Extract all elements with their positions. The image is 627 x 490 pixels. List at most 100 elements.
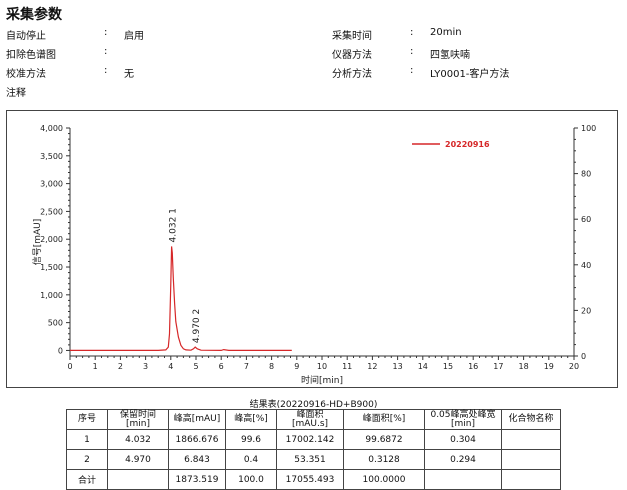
param-colon: : [104,27,108,38]
peak-label: 4.032 1 [169,208,179,242]
series-line [70,246,292,352]
y-tick-label: 500 [48,319,63,328]
x-tick-label: 17 [493,362,503,371]
param-value-method: LY0001-客户方法 [430,69,510,80]
y-axis-label: 信号[mAU] [31,219,43,266]
y2-tick-label: 40 [581,261,591,270]
x-tick-label: 2 [118,362,123,371]
x-tick-label: 12 [367,362,377,371]
table-cell: 0.4 [225,449,277,470]
y-tick-label: 3,000 [40,180,63,189]
table-row-total: 合计 1873.519 100.0 17055.493 100.0000 [66,469,561,490]
y-tick-label: 0 [58,346,63,355]
table-cell [107,469,169,490]
col-header-peak-height-pct: 峰高[%] [225,409,277,430]
param-colon: : [104,65,108,76]
table-cell: 0.304 [424,429,502,450]
y-tick-label: 3,500 [40,152,63,161]
results-header-row: 序号 保留时间[min] 峰高[mAU] 峰高[%] 峰面积[mAU.s] 峰面… [66,409,561,430]
table-row: 2 4.970 6.843 0.4 53.351 0.3128 0.294 [66,449,561,470]
table-cell: 100.0 [225,469,277,490]
table-cell: 1873.519 [168,469,226,490]
param-label-subtract: 扣除色谱图 [6,50,56,61]
col-header-peak-width: 0.05峰高处峰宽[min] [424,409,502,430]
x-tick-label: 20 [569,362,579,371]
param-value-auto-stop: 启用 [124,31,144,42]
param-label-method: 分析方法 [332,69,372,80]
x-tick-label: 5 [193,362,198,371]
table-cell: 合计 [66,469,108,490]
y-tick-label: 2,000 [40,235,63,244]
table-cell: 1 [66,429,108,450]
table-cell: 17055.493 [276,469,344,490]
col-header-peak-area-pct: 峰面积[%] [343,409,425,430]
table-cell [501,429,561,450]
y2-tick-label: 80 [581,170,591,179]
param-value-acq-time: 20min [430,27,462,38]
table-cell: 99.6 [225,429,277,450]
results-title: 结果表(20220916-HD+B900) [249,400,378,410]
table-cell: 4.032 [107,429,169,450]
results-table: 序号 保留时间[min] 峰高[mAU] 峰高[%] 峰面积[mAU.s] 峰面… [66,409,561,490]
x-tick-label: 9 [294,362,299,371]
y-tick-label: 1,500 [40,263,63,272]
x-tick-label: 11 [342,362,352,371]
x-tick-label: 10 [317,362,327,371]
y-tick-label: 1,000 [40,291,63,300]
param-label-acq-time: 采集时间 [332,31,372,42]
param-label-calibration: 校准方法 [6,69,46,80]
x-tick-label: 6 [219,362,224,371]
param-colon: : [410,46,414,57]
col-header-peak-height: 峰高[mAU] [168,409,226,430]
param-colon: : [410,65,414,76]
page-title: 采集参数 [6,7,62,23]
y2-tick-label: 20 [581,306,591,315]
x-tick-label: 0 [67,362,72,371]
col-header-compound: 化合物名称 [501,409,561,430]
param-label-instrument: 仪器方法 [332,50,372,61]
x-tick-label: 3 [143,362,148,371]
table-cell [501,469,561,490]
table-cell: 0.294 [424,449,502,470]
x-tick-label: 4 [168,362,173,371]
table-cell: 53.351 [276,449,344,470]
param-colon: : [410,27,414,38]
param-value-calibration: 无 [124,69,134,80]
param-value-instrument: 四氢呋喃 [430,50,470,61]
x-tick-label: 16 [468,362,478,371]
table-cell [501,449,561,470]
x-tick-label: 15 [443,362,453,371]
col-header-peak-area: 峰面积[mAU.s] [276,409,344,430]
table-cell: 17002.142 [276,429,344,450]
legend-label: 20220916 [445,140,490,149]
y2-tick-label: 60 [581,215,591,224]
x-tick-label: 13 [393,362,403,371]
table-cell: 1866.676 [168,429,226,450]
table-row: 1 4.032 1866.676 99.6 17002.142 99.6872 … [66,429,561,450]
chromatogram-chart: 0 1 2 3 4 5 6 7 8 9 10 11 12 13 14 15 16 17 18 19 2005001,00… [31,124,596,386]
x-tick-label: 18 [519,362,529,371]
x-axis-label: 时间[min] [301,374,343,386]
y-tick-label: 4,000 [40,124,63,133]
chromatogram-frame [6,110,618,388]
param-label-notes: 注释 [6,88,26,99]
table-cell: 4.970 [107,449,169,470]
x-tick-label: 19 [544,362,554,371]
col-header-retention-time: 保留时间[min] [107,409,169,430]
col-header-index: 序号 [66,409,108,430]
table-cell [424,469,502,490]
table-cell: 99.6872 [343,429,425,450]
peak-label: 4.970 2 [192,309,202,343]
x-tick-label: 14 [418,362,428,371]
table-cell: 6.843 [168,449,226,470]
param-colon: : [104,46,108,57]
y2-tick-label: 0 [581,352,586,361]
table-cell: 0.3128 [343,449,425,470]
x-tick-label: 8 [269,362,274,371]
x-tick-label: 1 [93,362,98,371]
table-cell: 100.0000 [343,469,425,490]
x-tick-label: 7 [244,362,249,371]
param-label-auto-stop: 自动停止 [6,31,46,42]
table-cell: 2 [66,449,108,470]
y2-tick-label: 100 [581,124,596,133]
